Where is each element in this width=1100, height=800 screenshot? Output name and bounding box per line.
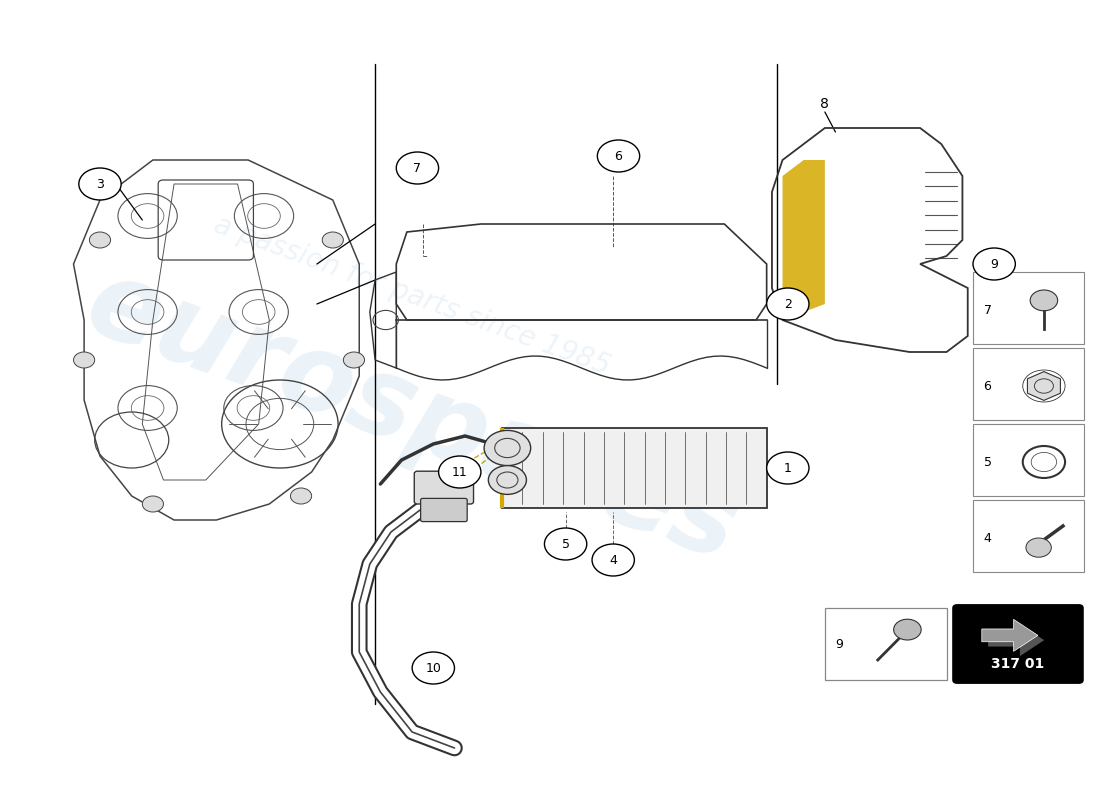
Circle shape (597, 140, 640, 172)
Text: 2: 2 (784, 298, 792, 310)
Circle shape (484, 430, 530, 466)
Text: 5: 5 (562, 538, 570, 550)
Circle shape (79, 168, 121, 200)
Text: 7: 7 (983, 303, 991, 317)
Text: 317 01: 317 01 (991, 657, 1045, 671)
Text: 8: 8 (821, 97, 829, 111)
Circle shape (893, 619, 921, 640)
Text: 11: 11 (452, 466, 468, 478)
Text: 6: 6 (983, 379, 991, 393)
Circle shape (142, 496, 164, 512)
Circle shape (544, 528, 586, 560)
Text: 9: 9 (990, 258, 998, 270)
FancyBboxPatch shape (974, 272, 1085, 344)
Circle shape (767, 452, 808, 484)
Circle shape (396, 152, 439, 184)
Circle shape (1031, 290, 1058, 310)
Circle shape (488, 466, 527, 494)
Circle shape (74, 352, 95, 368)
FancyBboxPatch shape (974, 424, 1085, 496)
Circle shape (974, 248, 1015, 280)
Circle shape (290, 488, 311, 504)
Text: 3: 3 (96, 178, 103, 190)
Circle shape (89, 232, 111, 248)
Text: 10: 10 (426, 662, 441, 674)
Text: 4: 4 (609, 554, 617, 566)
Circle shape (767, 288, 808, 320)
Circle shape (322, 232, 343, 248)
FancyBboxPatch shape (974, 348, 1085, 420)
Text: 9: 9 (835, 638, 844, 650)
FancyBboxPatch shape (420, 498, 468, 522)
Text: 7: 7 (414, 162, 421, 174)
Circle shape (592, 544, 635, 576)
Text: a passion for parts since 1985: a passion for parts since 1985 (210, 211, 614, 381)
Polygon shape (782, 160, 825, 312)
Circle shape (439, 456, 481, 488)
FancyBboxPatch shape (825, 608, 947, 680)
FancyBboxPatch shape (953, 605, 1084, 683)
Circle shape (343, 352, 364, 368)
Text: 5: 5 (983, 455, 991, 469)
Text: eurospares: eurospares (72, 249, 752, 583)
Polygon shape (988, 624, 1044, 656)
Circle shape (412, 652, 454, 684)
Circle shape (1026, 538, 1052, 557)
Polygon shape (982, 619, 1038, 651)
Text: 6: 6 (615, 150, 623, 162)
Text: 4: 4 (983, 531, 991, 545)
FancyBboxPatch shape (502, 428, 767, 508)
FancyBboxPatch shape (415, 471, 473, 504)
Text: 1: 1 (784, 462, 792, 474)
FancyBboxPatch shape (974, 500, 1085, 572)
